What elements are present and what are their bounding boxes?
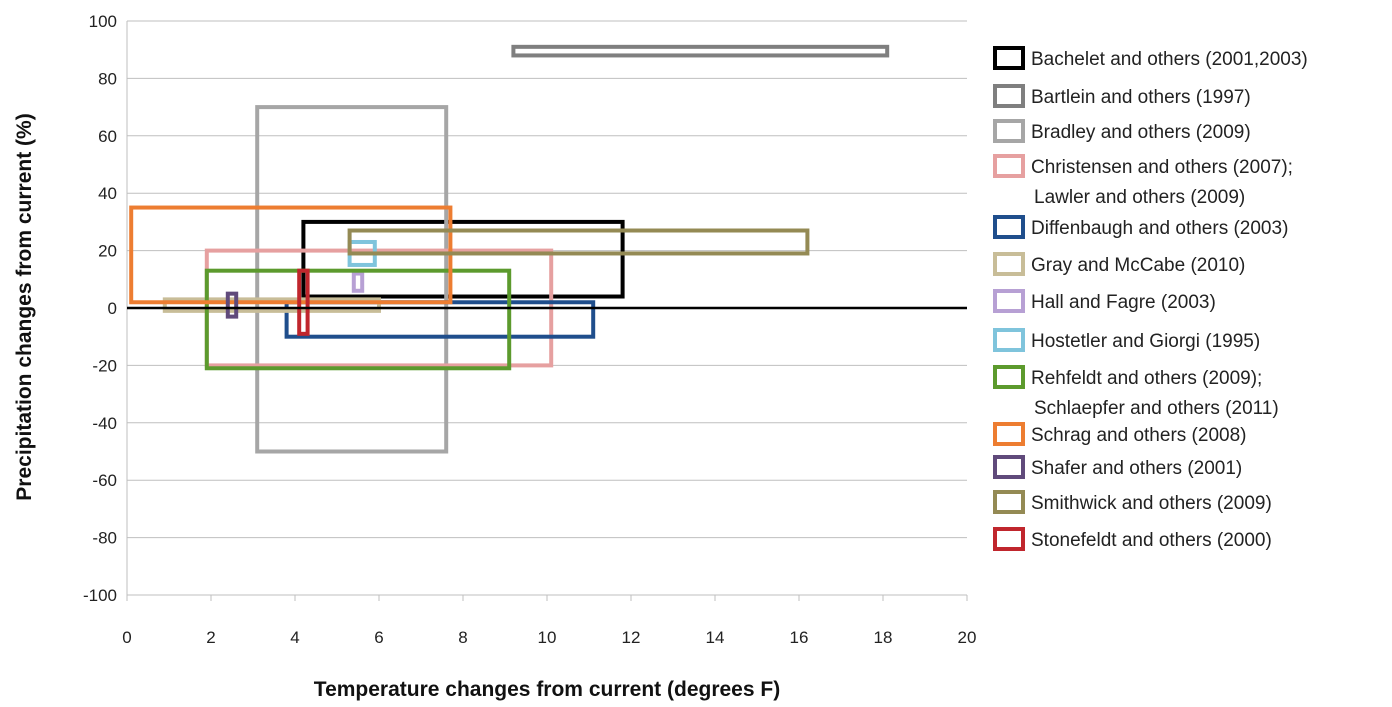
y-axis-title: Precipitation changes from current (%) [13, 113, 36, 500]
x-tick-label: 20 [958, 628, 977, 647]
range-box-9 [204, 268, 512, 371]
legend-item: Christensen and others (2007); Lawler and… [993, 154, 1293, 208]
range-box-6 [162, 297, 381, 313]
y-tick-label: -60 [92, 471, 117, 490]
legend-item: Bradley and others (2009) [993, 119, 1251, 143]
y-tick-label: -20 [92, 356, 117, 375]
legend-item: Stonefeldt and others (2000) [993, 527, 1272, 551]
y-tick-label: -40 [92, 414, 117, 433]
legend-label: Shafer and others (2001) [1031, 458, 1242, 479]
legend-swatch [993, 119, 1025, 143]
y-tick-label: 80 [98, 69, 117, 88]
range-box-13 [297, 268, 310, 336]
legend-swatch [993, 289, 1025, 313]
legend-swatch [993, 527, 1025, 551]
legend-label: Stonefeldt and others (2000) [1031, 530, 1272, 551]
x-tick-label: 16 [790, 628, 809, 647]
legend-item: Gray and McCabe (2010) [993, 252, 1245, 276]
x-tick-label: 6 [374, 628, 383, 647]
legend-item: Shafer and others (2001) [993, 455, 1242, 479]
legend-swatch [993, 365, 1025, 389]
legend-label: Rehfeldt and others (2009); [1031, 368, 1262, 389]
tick-labels: 100 80 60 40 20 0 -20 -40 -60 -80 -100 0 2 4 6 8 10 12 14 1… [83, 12, 976, 647]
x-tick-label: 8 [458, 628, 467, 647]
legend-label: Christensen and others (2007); [1031, 157, 1293, 178]
legend-item: Smithwick and others (2009) [993, 490, 1272, 514]
legend-label: Bartlein and others (1997) [1031, 87, 1251, 108]
y-tick-label: 60 [98, 127, 117, 146]
legend-swatch [993, 252, 1025, 276]
legend-item: Hall and Fagre (2003) [993, 289, 1216, 313]
legend-label: Schlaepfer and others (2011) [1034, 398, 1279, 419]
legend-item: Hostetler and Giorgi (1995) [993, 328, 1260, 352]
legend-swatch [993, 46, 1025, 70]
legend-swatch [993, 215, 1025, 239]
legend-swatch [993, 154, 1025, 178]
x-tick-label: 14 [706, 628, 725, 647]
x-tick-label: 2 [206, 628, 215, 647]
range-box-3 [255, 105, 449, 454]
legend-label: Schrag and others (2008) [1031, 425, 1246, 446]
y-tick-label: -80 [92, 529, 117, 548]
legend-swatch [993, 455, 1025, 479]
legend-swatch [993, 422, 1025, 446]
legend-item: Bartlein and others (1997) [993, 84, 1251, 108]
y-tick-label: 0 [108, 299, 117, 318]
legend-item: Diffenbaugh and others (2003) [993, 215, 1288, 239]
x-tick-label: 12 [622, 628, 641, 647]
legend-label: Bradley and others (2009) [1031, 122, 1251, 143]
range-boxes [129, 44, 890, 454]
legend-label: Hall and Fagre (2003) [1031, 292, 1216, 313]
legend-swatch [993, 328, 1025, 352]
legend-label: Lawler and others (2009) [1034, 187, 1245, 208]
legend: Bachelet and others (2001,2003) Bartlein … [993, 46, 1308, 551]
range-box-11 [225, 291, 239, 319]
range-box-12 [347, 228, 810, 256]
range-box-7 [351, 271, 365, 293]
range-box-1 [301, 219, 625, 299]
legend-label: Hostetler and Giorgi (1995) [1031, 331, 1260, 352]
x-axis-title: Temperature changes from current (degree… [314, 678, 780, 701]
x-tick-label: 18 [874, 628, 893, 647]
x-tick-label: 0 [122, 628, 131, 647]
legend-label: Gray and McCabe (2010) [1031, 255, 1245, 276]
y-tick-label: 100 [89, 12, 117, 31]
legend-item: Schrag and others (2008) [993, 422, 1246, 446]
legend-swatch [993, 490, 1025, 514]
y-tick-label: -100 [83, 586, 117, 605]
legend-label: Bachelet and others (2001,2003) [1031, 49, 1308, 70]
legend-item: Bachelet and others (2001,2003) [993, 46, 1308, 70]
y-tick-label: 40 [98, 184, 117, 203]
legend-label: Diffenbaugh and others (2003) [1031, 218, 1288, 239]
legend-swatch [993, 84, 1025, 108]
legend-item: Rehfeldt and others (2009); Schlaepfer an… [993, 365, 1279, 419]
y-tick-label: 20 [98, 242, 117, 261]
x-tick-label: 4 [290, 628, 299, 647]
range-box-2 [511, 44, 890, 58]
x-tick-label: 10 [538, 628, 557, 647]
legend-label: Smithwick and others (2009) [1031, 493, 1272, 514]
